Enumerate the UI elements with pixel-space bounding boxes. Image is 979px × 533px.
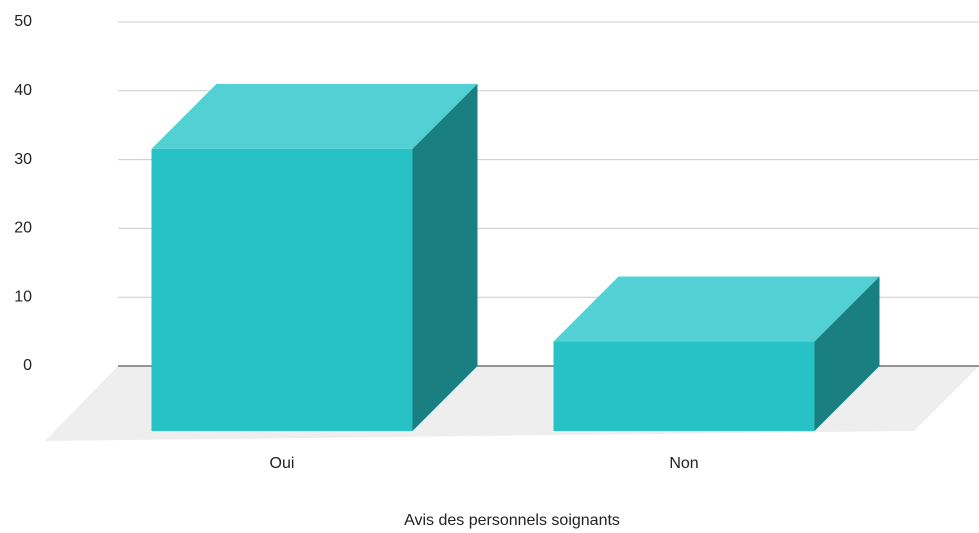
y-tick-label: 30 — [14, 151, 32, 168]
bar — [151, 148, 413, 432]
bar-top — [151, 83, 478, 149]
bar-side — [814, 276, 880, 431]
bar-top — [553, 276, 880, 342]
x-axis-title: Avis des personnels soignants — [404, 512, 620, 529]
y-tick-label: 50 — [14, 13, 32, 30]
x-tick-label: Oui — [270, 455, 295, 472]
y-tick-label: 20 — [14, 220, 32, 237]
y-tick-label: 0 — [23, 357, 32, 374]
y-tick-label: 10 — [14, 288, 32, 305]
x-tick-label: Non — [669, 455, 698, 472]
bar — [553, 341, 815, 431]
y-tick-label: 40 — [14, 82, 32, 99]
bar-side — [412, 83, 478, 432]
